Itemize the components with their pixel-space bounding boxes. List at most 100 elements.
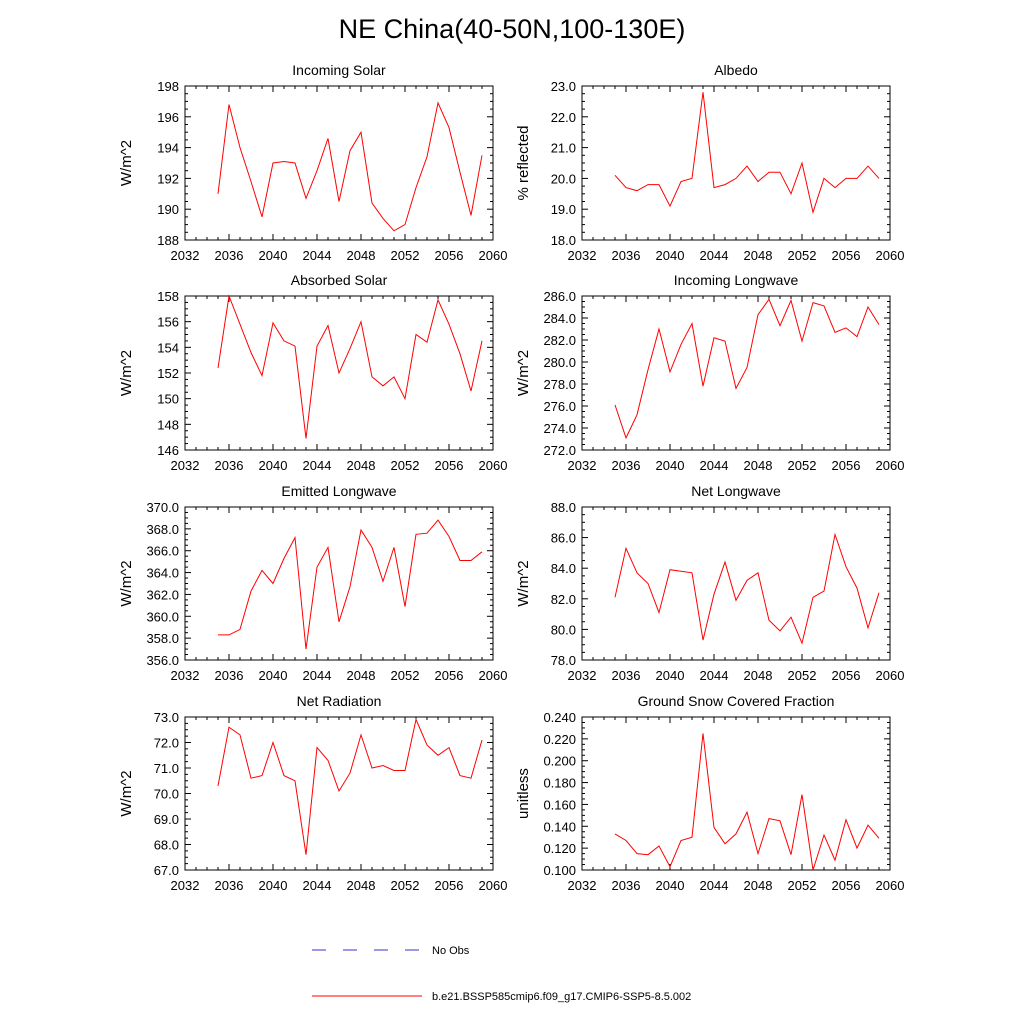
x-tick-label: 2056	[435, 878, 464, 893]
x-tick-label: 2060	[876, 458, 905, 473]
x-tick-label: 2048	[347, 668, 376, 683]
y-tick-label: 0.120	[543, 841, 576, 856]
x-tick-label: 2048	[744, 458, 773, 473]
y-tick-label: 188	[157, 233, 179, 248]
panel-1: Incoming Solar W/m^2 2032 2036 2040 2044 2048 2…	[118, 62, 507, 263]
x-tick-label: 2056	[832, 458, 861, 473]
y-axis-label: W/m^2	[118, 140, 135, 186]
x-tick-label: 2060	[479, 458, 508, 473]
x-tick-label: 2048	[744, 668, 773, 683]
legend: No Obs b.e21.BSSP585cmip6.f09_g17.CMIP6-S…	[312, 945, 691, 1003]
y-tick-label: 194	[157, 141, 179, 156]
figure-title: NE China(40-50N,100-130E)	[338, 14, 686, 44]
y-tick-label: 70.0	[154, 787, 179, 802]
panel-6: Net Longwave W/m^2 2032 2036 2040 2044 2048 205…	[515, 483, 904, 683]
x-tick-label: 2052	[788, 878, 817, 893]
x-tick-label: 2060	[876, 248, 905, 263]
panel-title: Incoming Longwave	[674, 272, 799, 288]
y-tick-label: 0.200	[543, 754, 576, 769]
x-tick-label: 2056	[435, 248, 464, 263]
x-tick-label: 2036	[215, 248, 244, 263]
x-tick-label: 2044	[303, 458, 332, 473]
x-tick-label: 2044	[303, 668, 332, 683]
y-tick-label: 67.0	[154, 863, 179, 878]
y-tick-label: 152	[157, 366, 179, 381]
x-tick-label: 2048	[744, 878, 773, 893]
y-tick-label: 278.0	[543, 377, 576, 392]
x-tick-label: 2048	[347, 458, 376, 473]
y-tick-label: 198	[157, 79, 179, 94]
x-tick-label: 2056	[435, 458, 464, 473]
plot-frame	[184, 716, 494, 871]
series-line	[217, 717, 483, 855]
y-tick-label: 148	[157, 417, 179, 432]
y-tick-label: 158	[157, 289, 179, 304]
panel-title: Ground Snow Covered Fraction	[638, 693, 835, 709]
y-tick-label: 69.0	[154, 812, 179, 827]
y-tick-label: 71.0	[154, 761, 179, 776]
y-tick-label: 150	[157, 392, 179, 407]
y-tick-label: 370.0	[146, 500, 179, 515]
x-tick-label: 2040	[259, 668, 288, 683]
y-tick-label: 284.0	[543, 311, 576, 326]
x-tick-label: 2052	[788, 668, 817, 683]
x-tick-label: 2048	[744, 248, 773, 263]
y-tick-label: 356.0	[146, 653, 179, 668]
y-axis-label: % reflected	[515, 125, 532, 200]
x-tick-label: 2044	[700, 878, 729, 893]
panel-5: Emitted Longwave W/m^2 2032 2036 2040 2044 204…	[118, 483, 507, 683]
x-tick-label: 2036	[612, 878, 641, 893]
x-tick-label: 2056	[832, 878, 861, 893]
y-tick-label: 18.0	[551, 233, 576, 248]
y-tick-label: 368.0	[146, 522, 179, 537]
y-tick-label: 73.0	[154, 710, 179, 725]
x-tick-label: 2052	[391, 248, 420, 263]
x-tick-label: 2040	[656, 248, 685, 263]
y-tick-label: 72.0	[154, 736, 179, 751]
y-axis-label: W/m^2	[118, 560, 135, 606]
x-tick-label: 2036	[215, 878, 244, 893]
x-tick-label: 2044	[303, 248, 332, 263]
y-tick-label: 280.0	[543, 355, 576, 370]
y-tick-label: 364.0	[146, 566, 179, 581]
y-tick-label: 282.0	[543, 333, 576, 348]
y-tick-label: 146	[157, 443, 179, 458]
plot-frame	[581, 716, 891, 871]
panel-8: Ground Snow Covered Fraction unitless 2032…	[515, 693, 904, 893]
y-tick-label: 286.0	[543, 289, 576, 304]
x-tick-label: 2052	[391, 668, 420, 683]
series-line	[614, 733, 880, 871]
y-tick-label: 276.0	[543, 399, 576, 414]
x-tick-label: 2052	[391, 458, 420, 473]
y-tick-label: 22.0	[551, 110, 576, 125]
plot-frame	[581, 295, 891, 451]
x-tick-label: 2056	[832, 668, 861, 683]
x-tick-label: 2040	[656, 878, 685, 893]
y-axis-label: W/m^2	[118, 350, 135, 396]
y-tick-label: 82.0	[551, 592, 576, 607]
x-tick-label: 2040	[259, 458, 288, 473]
x-tick-label: 2056	[832, 248, 861, 263]
panel-title: Incoming Solar	[292, 62, 386, 78]
y-tick-label: 0.220	[543, 732, 576, 747]
panel-title: Emitted Longwave	[281, 483, 396, 499]
x-tick-label: 2036	[215, 668, 244, 683]
x-tick-label: 2060	[479, 878, 508, 893]
panel-2: Albedo % reflected 2032 2036 2040 2044 2048 205…	[515, 62, 904, 263]
y-tick-label: 192	[157, 171, 179, 186]
y-axis-label: W/m^2	[118, 770, 135, 816]
x-tick-label: 2048	[347, 878, 376, 893]
y-tick-label: 0.140	[543, 819, 576, 834]
legend-label-model: b.e21.BSSP585cmip6.f09_g17.CMIP6-SSP5-8.…	[432, 991, 691, 1003]
y-tick-label: 156	[157, 315, 179, 330]
y-tick-label: 154	[157, 340, 179, 355]
panel-7: Net Radiation W/m^2 2032 2036 2040 2044 2048 20…	[118, 693, 507, 893]
y-tick-label: 366.0	[146, 544, 179, 559]
x-tick-label: 2032	[568, 248, 597, 263]
x-tick-label: 2036	[612, 248, 641, 263]
plot-frame	[581, 85, 891, 241]
y-tick-label: 0.240	[543, 710, 576, 725]
y-tick-label: 23.0	[551, 79, 576, 94]
x-tick-label: 2044	[700, 458, 729, 473]
plot-frame	[184, 85, 494, 241]
